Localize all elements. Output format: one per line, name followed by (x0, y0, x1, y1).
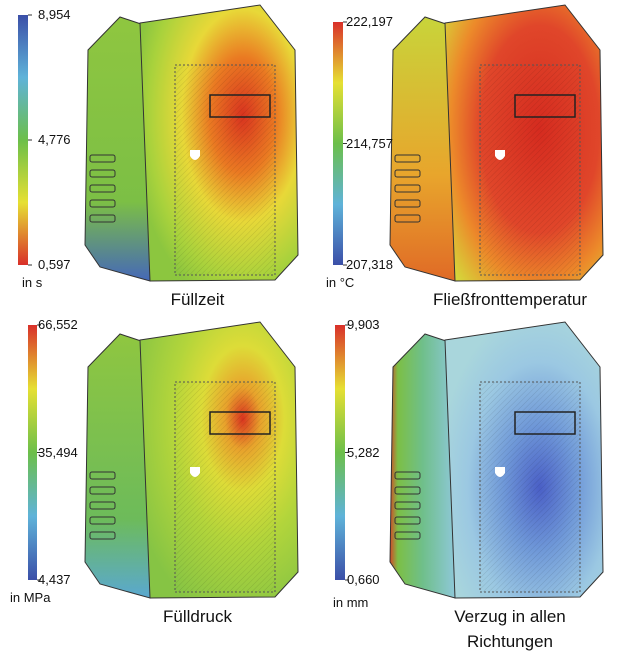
scale-label: 0,597 (38, 257, 71, 272)
scale-label: 4,437 (38, 572, 71, 587)
scale-label: 222,197 (346, 14, 393, 29)
scale-label: 35,494 (38, 445, 78, 460)
caption: Fließfronttemperatur (405, 287, 615, 312)
scale-label: 4,776 (38, 132, 71, 147)
part-side (85, 334, 150, 598)
part-model (85, 322, 298, 598)
scale-label: 207,318 (346, 257, 393, 272)
part-model (85, 5, 298, 281)
caption: Verzug in allen Richtungen (430, 604, 590, 654)
part-model (390, 322, 603, 598)
color-bar (28, 325, 37, 580)
part-hatch (175, 382, 275, 592)
scale-label: 0,660 (347, 572, 380, 587)
part-side (390, 17, 455, 281)
scale-label: 66,552 (38, 317, 78, 332)
figure: 8,954 4,776 0,597 in s Füllzeit 222,197 214,75… (0, 0, 623, 650)
unit-label: in s (22, 275, 42, 290)
part-hatch (480, 65, 580, 275)
color-bar (333, 22, 343, 265)
scale-label: 214,757 (346, 136, 393, 151)
scale-label: 5,282 (347, 445, 380, 460)
caption: Fülldruck (100, 604, 295, 629)
color-bar (18, 15, 28, 265)
part-side (390, 334, 455, 598)
graphics (0, 0, 623, 650)
caption: Füllzeit (100, 287, 295, 312)
unit-label: in °C (326, 275, 354, 290)
scale-label: 9,903 (347, 317, 380, 332)
part-hatch (480, 382, 580, 592)
scale-label: 8,954 (38, 7, 71, 22)
color-bar (335, 325, 345, 580)
unit-label: in mm (333, 595, 368, 610)
part-hatch (175, 65, 275, 275)
part-model (390, 5, 603, 281)
unit-label: in MPa (10, 590, 50, 605)
part-side (85, 17, 150, 281)
